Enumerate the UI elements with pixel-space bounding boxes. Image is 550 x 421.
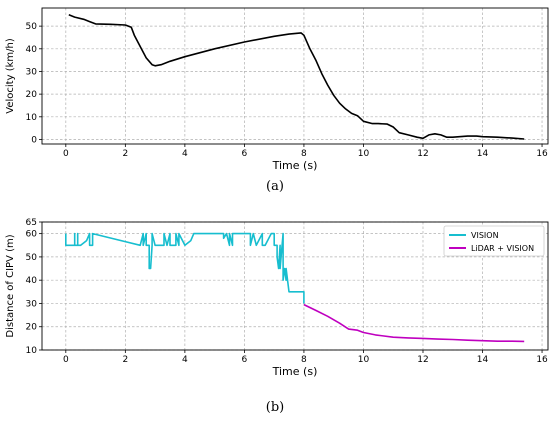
legend-label-0: VISION <box>471 231 499 240</box>
x-tick-label: 8 <box>301 149 307 159</box>
x-tick-label: 10 <box>358 149 370 159</box>
series-line-1 <box>303 303 525 343</box>
x-tick-label: 6 <box>242 149 248 159</box>
x-tick-label: 0 <box>63 149 69 159</box>
y-tick-label: 60 <box>26 230 38 240</box>
x-tick-label: 16 <box>536 149 548 159</box>
panel-a: 0 2 4 6 8 10 12 14 16 0 10 20 30 40 50 Time (s) Velocity… <box>5 7 549 194</box>
y-tick-label: 40 <box>26 276 38 286</box>
x-tick-label: 14 <box>477 355 489 365</box>
panel-caption: (b) <box>266 400 284 415</box>
y-tick-label: 10 <box>26 346 38 356</box>
legend-box <box>443 225 545 257</box>
x-axis-label: Time (s) <box>272 365 318 378</box>
x-tick-label: 12 <box>417 149 428 159</box>
x-tick-label: 6 <box>242 355 248 365</box>
y-tick-label: 30 <box>26 67 38 77</box>
plot-frame <box>41 221 549 351</box>
y-tick-label: 30 <box>26 299 38 309</box>
y-axis-label: Velocity (km/h) <box>5 38 16 114</box>
x-tick-label: 12 <box>417 355 428 365</box>
legend-label-1: LiDAR + VISION <box>471 244 534 253</box>
series-line-0 <box>68 14 525 140</box>
x-tick-label: 4 <box>182 149 188 159</box>
y-tick-label: 65 <box>26 218 37 228</box>
x-tick-label: 14 <box>477 149 489 159</box>
y-axis-label: Distance of CIPV (m) <box>5 234 16 337</box>
panel-b: 0 2 4 6 8 10 12 14 16 10 20 30 40 50 60 65 Time (s) Dista… <box>5 218 549 415</box>
panel-caption: (a) <box>266 179 284 194</box>
x-tick-label: 10 <box>358 355 370 365</box>
series-line-0 <box>65 232 305 304</box>
y-tick-label: 20 <box>26 323 38 333</box>
y-tick-label: 50 <box>26 22 38 32</box>
y-tick-label: 0 <box>31 135 37 145</box>
x-axis-label: Time (s) <box>272 159 318 172</box>
y-tick-label: 20 <box>26 90 38 100</box>
x-tick-label: 4 <box>182 355 188 365</box>
x-tick-label: 0 <box>63 355 69 365</box>
x-tick-label: 16 <box>536 355 548 365</box>
y-tick-label: 40 <box>26 45 38 55</box>
x-tick-label: 2 <box>122 355 128 365</box>
x-tick-label: 8 <box>301 355 307 365</box>
x-tick-label: 2 <box>122 149 128 159</box>
y-tick-label: 10 <box>26 113 38 123</box>
y-tick-label: 50 <box>26 253 38 263</box>
plot-frame <box>41 7 549 145</box>
